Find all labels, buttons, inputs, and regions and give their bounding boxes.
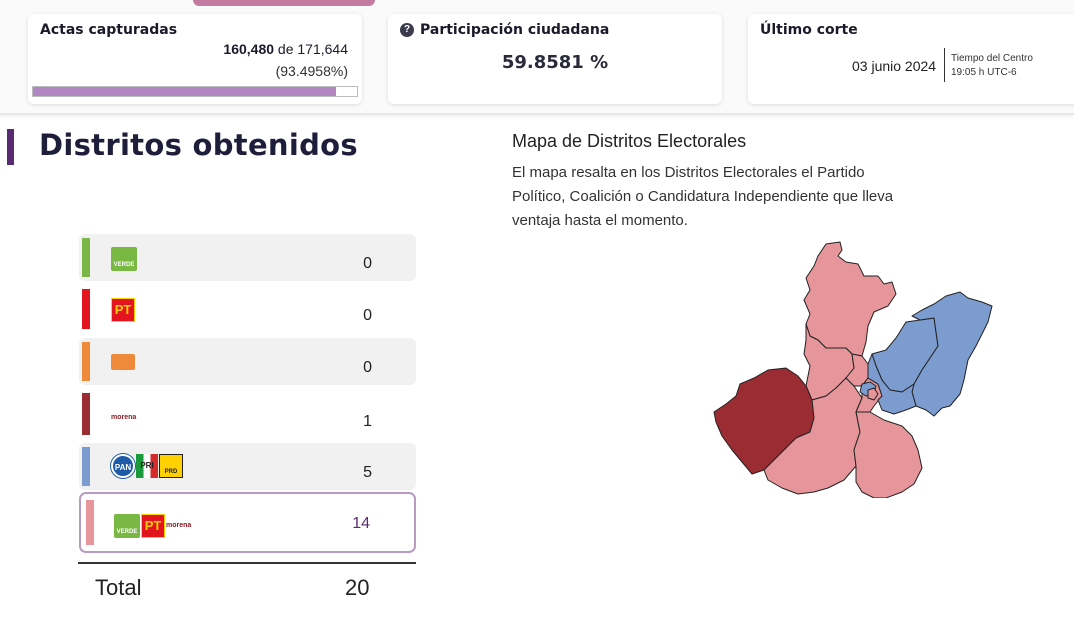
district-map[interactable] bbox=[706, 236, 998, 498]
total-value: 20 bbox=[345, 575, 370, 600]
total-divider bbox=[78, 562, 416, 564]
prd-logo-icon: PRD bbox=[159, 454, 183, 478]
pt-logo-icon: PT bbox=[111, 298, 135, 322]
corte-time: 19:05 h UTC-6 bbox=[951, 67, 1017, 78]
map-district-east-3[interactable] bbox=[867, 353, 917, 415]
result-row-morena[interactable]: morena 1 bbox=[79, 389, 416, 439]
result-row-mc[interactable]: 0 bbox=[79, 338, 416, 385]
result-row-pvem-pt-morena[interactable]: VERDE PT morena 14 bbox=[79, 492, 416, 553]
result-row-pt[interactable]: PT 0 bbox=[79, 285, 416, 333]
pt-logo-icon: PT bbox=[141, 514, 165, 538]
result-value: 0 bbox=[363, 307, 372, 324]
mc-logo-icon bbox=[111, 354, 135, 370]
total-label: Total bbox=[95, 575, 142, 600]
actas-percent: (93.4958%) bbox=[275, 63, 348, 79]
map-district-east-2[interactable] bbox=[911, 291, 993, 417]
pvem-logo-icon: VERDE bbox=[114, 514, 140, 538]
participacion-value: 59.8581 % bbox=[501, 52, 609, 73]
row-color-stripe bbox=[82, 393, 90, 435]
result-value: 0 bbox=[363, 255, 372, 272]
actas-card: Actas capturadas 160,480 de 171,644 (93.… bbox=[28, 14, 362, 104]
morena-logo-icon: morena bbox=[111, 414, 137, 421]
row-color-stripe bbox=[86, 500, 94, 545]
row-color-stripe bbox=[82, 342, 90, 381]
pri-logo-icon: PRI bbox=[136, 454, 158, 478]
pan-pri-prd-logo-icon: PAN PRI PRD bbox=[111, 454, 183, 478]
corte-title: Último corte bbox=[760, 22, 858, 38]
actas-total: de 171,644 bbox=[277, 41, 348, 57]
actas-progress-bar bbox=[32, 86, 358, 97]
corte-divider bbox=[944, 48, 945, 82]
map-district-north[interactable] bbox=[803, 241, 897, 357]
pvem-pt-morena-logo-icon: VERDE PT morena bbox=[114, 514, 192, 538]
result-row-pvem[interactable]: VERDE 0 bbox=[79, 234, 416, 281]
participacion-title: Participación ciudadana bbox=[420, 22, 610, 38]
actas-count: 160,480 de 171,644 bbox=[223, 41, 348, 57]
actas-captured: 160,480 bbox=[223, 41, 275, 57]
map-district-metro-4[interactable] bbox=[867, 387, 879, 401]
map-district-south[interactable] bbox=[853, 411, 923, 498]
participacion-card: ? Participación ciudadana 59.8581 % bbox=[388, 14, 722, 104]
active-tab-indicator[interactable] bbox=[193, 0, 375, 6]
pvem-logo-icon: VERDE bbox=[111, 247, 137, 271]
actas-title: Actas capturadas bbox=[40, 22, 178, 38]
map-description: El mapa resalta en los Distritos Elector… bbox=[512, 164, 894, 229]
result-value: 1 bbox=[363, 413, 372, 430]
row-color-stripe bbox=[82, 289, 90, 329]
corte-card: Último corte 03 junio 2024 Tiempo del Ce… bbox=[748, 14, 1074, 104]
corte-date: 03 junio 2024 bbox=[852, 58, 937, 74]
section-accent-bar bbox=[7, 129, 14, 165]
help-icon[interactable]: ? bbox=[400, 23, 414, 37]
row-color-stripe bbox=[82, 447, 90, 486]
pan-logo-icon: PAN bbox=[111, 454, 135, 478]
corte-zone-label: Tiempo del Centro bbox=[951, 53, 1033, 64]
section-title: Distritos obtenidos bbox=[39, 128, 358, 162]
row-color-stripe bbox=[82, 238, 90, 277]
corte-zone: Tiempo del Centro 19:05 h UTC-6 bbox=[951, 52, 1033, 80]
map-title: Mapa de Distritos Electorales bbox=[512, 131, 747, 151]
result-value: 14 bbox=[352, 515, 370, 532]
actas-progress-fill bbox=[33, 87, 336, 96]
result-row-pan-pri-prd[interactable]: PAN PRI PRD 5 bbox=[79, 443, 416, 490]
result-value: 5 bbox=[363, 464, 372, 481]
morena-logo-icon: morena bbox=[166, 522, 192, 529]
result-value: 0 bbox=[363, 359, 372, 376]
